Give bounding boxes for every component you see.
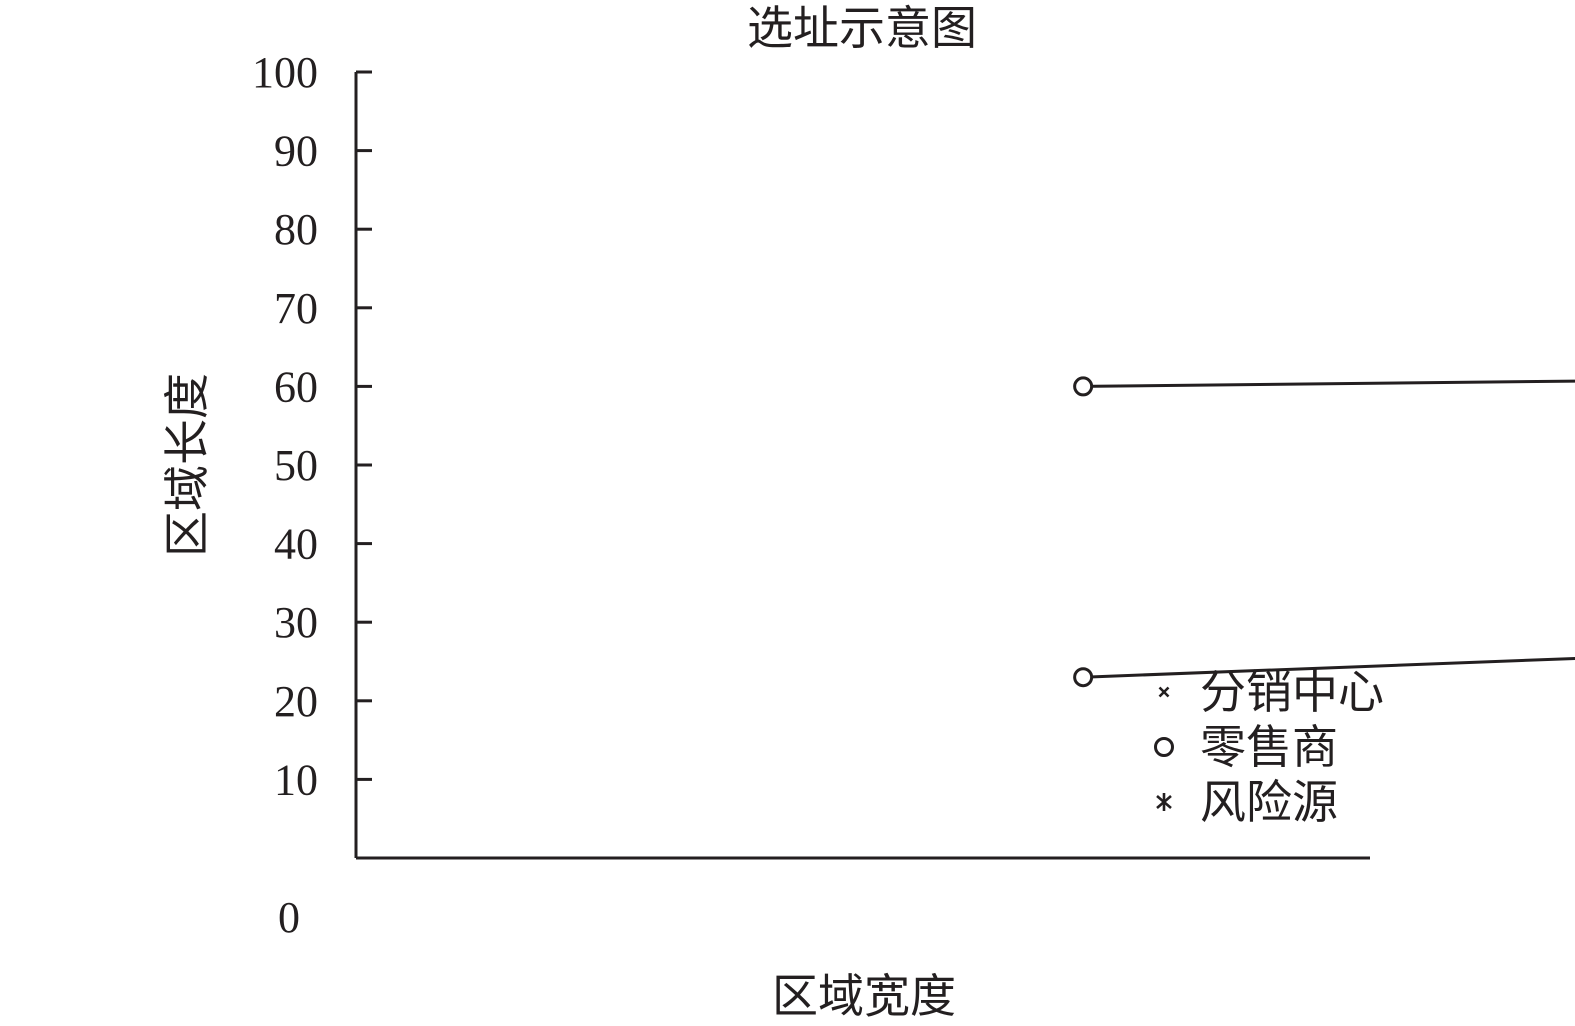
y-tick-label: 70 xyxy=(274,284,318,333)
assignment-line xyxy=(1083,656,1575,679)
legend-label: 分销中心 xyxy=(1200,667,1384,718)
y-tick-label: 40 xyxy=(274,520,318,569)
tick-layer: 102030405060708090100010203040506070 xyxy=(252,48,372,942)
legend-marker xyxy=(1154,737,1174,757)
x-axis-label: 区域宽度 xyxy=(772,971,956,1022)
chart-title: 选址示意图 xyxy=(747,3,977,54)
retailer-marker xyxy=(1073,667,1094,688)
x-tick-label: 0 xyxy=(278,893,300,942)
marker-layer xyxy=(1073,376,1094,688)
y-tick-label: 60 xyxy=(274,362,318,411)
y-tick-label: 20 xyxy=(274,677,318,726)
y-tick-label: 90 xyxy=(274,127,318,176)
retailer-marker xyxy=(1073,376,1094,397)
y-tick-label: 10 xyxy=(274,755,318,804)
y-tick-label: 50 xyxy=(274,441,318,490)
legend-label: 零售商 xyxy=(1200,722,1338,773)
y-tick-label: 100 xyxy=(252,48,318,97)
legend-item-retailer: 零售商 xyxy=(1154,722,1338,773)
legend-item-risk-source: 风险源 xyxy=(1156,777,1338,828)
legend-marker xyxy=(1156,793,1172,811)
assignment-line xyxy=(1083,379,1575,388)
y-tick-label: 30 xyxy=(274,598,318,647)
assignment-lines xyxy=(1083,379,1575,679)
y-tick-label: 80 xyxy=(274,205,318,254)
legend-item-distribution-center: 分销中心 xyxy=(1158,667,1384,718)
y-axis-label: 区域长度 xyxy=(162,373,213,557)
legend-label: 风险源 xyxy=(1200,777,1338,828)
legend-marker xyxy=(1158,686,1170,698)
